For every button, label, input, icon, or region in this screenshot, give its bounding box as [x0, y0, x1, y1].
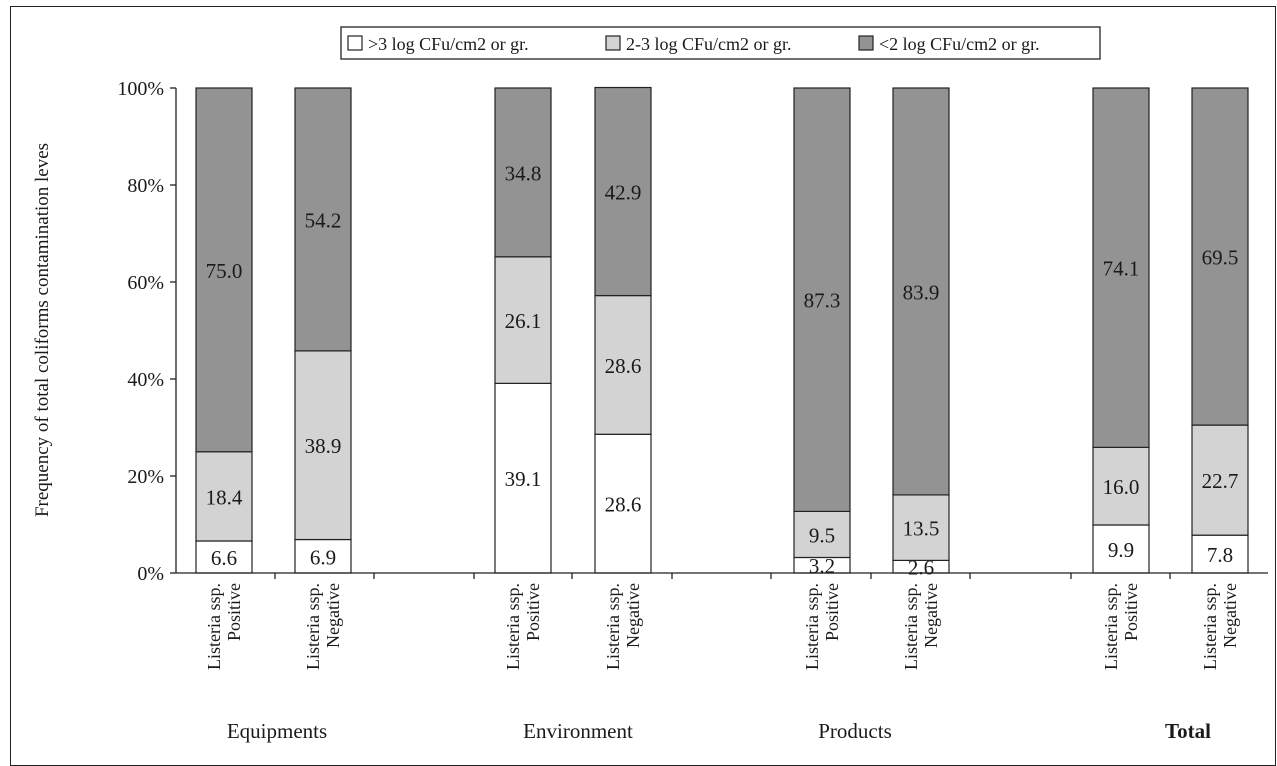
legend-label: >3 log CFu/cm2 or gr. — [368, 34, 529, 54]
x-category-label: Listeria ssp. Positive — [503, 583, 543, 670]
x-label-line2: Positive — [523, 583, 543, 641]
group-labels: Equipments Environment Products Total — [227, 719, 1211, 743]
data-label: 26.1 — [505, 309, 542, 333]
x-category-label: Listeria ssp. Positive — [802, 583, 842, 670]
bar-segment — [494, 382, 552, 574]
group-label: Environment — [523, 719, 633, 743]
data-label: 38.9 — [305, 434, 342, 458]
data-label: 28.6 — [605, 354, 642, 378]
data-label: 3.2 — [809, 554, 835, 578]
x-label-line1: Listeria ssp. — [503, 583, 523, 670]
data-label: 9.9 — [1108, 538, 1134, 562]
y-axis-label: Frequency of total coliforms contaminati… — [32, 143, 53, 517]
y-axis: 0% 20% 40% 60% 80% 100% — [117, 78, 177, 585]
bars: 6.6 18.4 75.0 6.9 38.9 54.2 39.1 26.1 34.8 28.6 28… — [195, 86, 1249, 580]
group-label: Total — [1165, 719, 1211, 743]
data-label: 9.5 — [809, 523, 835, 547]
bar-segment — [494, 87, 552, 258]
y-tick-label: 40% — [127, 369, 164, 391]
bar-segment — [1191, 87, 1249, 426]
data-label: 28.6 — [605, 493, 642, 517]
y-tick-label: 80% — [127, 175, 164, 197]
x-category-label: Listeria ssp. Negative — [603, 583, 643, 670]
x-label-line1: Listeria ssp. — [1101, 583, 1121, 670]
x-label-line1: Listeria ssp. — [802, 583, 822, 670]
y-tick-label: 20% — [127, 466, 164, 488]
legend-box — [340, 26, 1101, 60]
data-label: 22.7 — [1202, 469, 1239, 493]
data-label: 6.9 — [310, 545, 336, 569]
x-label-line1: Listeria ssp. — [901, 583, 921, 670]
stacked-bar-chart: >3 log CFu/cm2 or gr. 2-3 log CFu/cm2 or … — [32, 26, 1268, 743]
x-label-line1: Listeria ssp. — [204, 583, 224, 670]
legend-swatch — [605, 35, 621, 51]
bar-segment — [892, 494, 950, 561]
y-tick-label: 0% — [137, 563, 164, 585]
bar-segment — [294, 87, 352, 352]
x-axis — [176, 572, 1268, 579]
bar-segment — [594, 294, 652, 435]
x-label-line2: Positive — [1121, 583, 1141, 641]
x-label-line2: Positive — [822, 583, 842, 641]
bar-segment — [1092, 87, 1150, 448]
x-label-line2: Negative — [623, 583, 643, 648]
bar-segment — [594, 433, 652, 574]
legend: >3 log CFu/cm2 or gr. 2-3 log CFu/cm2 or … — [340, 26, 1101, 60]
x-label-line1: Listeria ssp. — [603, 583, 623, 670]
legend-swatch — [858, 35, 874, 51]
x-category-label: Listeria ssp. Negative — [1200, 583, 1240, 670]
x-label-line1: Listeria ssp. — [1200, 583, 1220, 670]
data-label: 18.4 — [206, 485, 243, 509]
x-label-line2: Positive — [224, 583, 244, 641]
data-label: 13.5 — [903, 517, 940, 541]
data-label: 83.9 — [903, 280, 940, 304]
legend-label: <2 log CFu/cm2 or gr. — [879, 34, 1040, 54]
data-label: 42.9 — [605, 181, 642, 205]
bar-segment — [1092, 524, 1150, 574]
data-label: 16.0 — [1103, 475, 1140, 499]
x-label-line1: Listeria ssp. — [303, 583, 323, 670]
bar-segment — [1191, 424, 1249, 536]
y-tick-label: 60% — [127, 272, 164, 294]
data-label: 69.5 — [1202, 246, 1239, 270]
x-category-label: Listeria ssp. Positive — [1101, 583, 1141, 670]
x-label-line2: Negative — [1220, 583, 1240, 648]
legend-swatch — [347, 35, 363, 51]
group-label: Products — [818, 719, 892, 743]
x-label-line2: Negative — [921, 583, 941, 648]
data-label: 6.6 — [211, 546, 237, 570]
data-label: 34.8 — [505, 161, 542, 185]
data-label: 54.2 — [305, 208, 342, 232]
x-tick-labels: Listeria ssp. Positive Listeria ssp. Negati… — [204, 583, 1240, 670]
bar-segment — [594, 86, 652, 297]
bar-segment — [892, 87, 950, 496]
x-category-label: Listeria ssp. Positive — [204, 583, 244, 670]
y-tick-label: 100% — [117, 78, 164, 100]
legend-label: 2-3 log CFu/cm2 or gr. — [626, 34, 792, 54]
bar-segment — [294, 350, 352, 541]
x-label-line2: Negative — [323, 583, 343, 648]
data-label: 39.1 — [505, 467, 542, 491]
data-label: 74.1 — [1103, 257, 1140, 281]
group-label: Equipments — [227, 719, 327, 743]
data-label: 87.3 — [804, 289, 841, 313]
x-category-label: Listeria ssp. Negative — [303, 583, 343, 670]
data-label: 75.0 — [206, 259, 243, 283]
bar-segment — [793, 87, 851, 513]
x-category-label: Listeria ssp. Negative — [901, 583, 941, 670]
bar-segment — [195, 451, 253, 542]
bar-segment — [195, 87, 253, 453]
data-label: 7.8 — [1207, 543, 1233, 567]
